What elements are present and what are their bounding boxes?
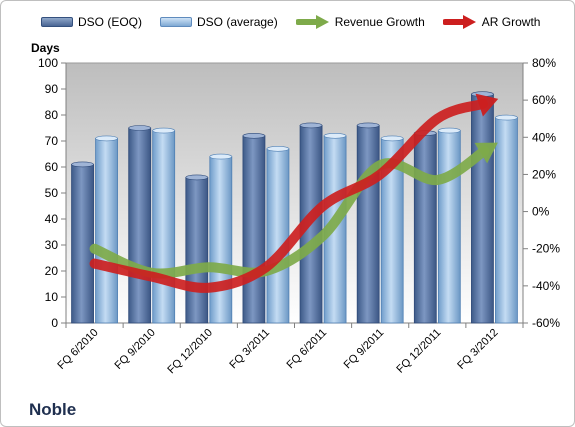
x-tick-label: FQ 12/2011	[394, 327, 443, 376]
bar-dso-average	[437, 130, 461, 324]
x-tick-label: FQ 9/2011	[342, 327, 387, 372]
y-tick-label: 20	[45, 264, 59, 278]
y-tick-label: 100	[38, 56, 58, 70]
x-tick-label: FQ 3/2011	[227, 327, 272, 372]
bar-dso-eoq	[185, 176, 209, 324]
bar-dso-eoq-top	[242, 133, 266, 139]
legend-item-revenue-growth: Revenue Growth	[295, 15, 425, 29]
bar-dso-average-top	[209, 153, 233, 160]
bar-dso-eoq-top	[299, 122, 323, 129]
x-tick-label: FQ 12/2010	[165, 327, 215, 377]
revenue-growth-line	[89, 146, 490, 279]
bar-dso-average-top	[152, 127, 175, 134]
x-tick-label: FQ 6/2010	[55, 327, 100, 372]
revenue-growth-arrowhead	[474, 142, 498, 164]
y2-tick-label: 40%	[532, 130, 556, 144]
legend-swatch-dso-eoq	[41, 17, 73, 27]
bar-dso-eoq-top	[356, 122, 380, 129]
bar-dso-average	[95, 137, 118, 324]
bar-dso-eoq	[413, 132, 437, 324]
ar-growth-line	[89, 98, 489, 293]
bar-dso-eoq-top	[71, 161, 94, 168]
y-tick-label: 30	[45, 238, 59, 252]
legend-swatch-dso-average	[160, 17, 193, 27]
bar-dso-average-top	[495, 114, 518, 121]
legend-arrow-ar-growth-icon	[442, 15, 476, 29]
y-tick-label: 90	[45, 82, 59, 96]
bar-dso-eoq	[128, 127, 152, 324]
ar-growth-arrowhead	[475, 93, 499, 117]
y-tick-label: 70	[45, 134, 59, 148]
y2-tick-label: 20%	[532, 167, 556, 181]
y-tick-label: 10	[45, 290, 59, 304]
bar-dso-eoq	[71, 163, 94, 324]
legend-item-ar-growth: AR Growth	[442, 15, 541, 29]
legend-item-dso-average: DSO (average)	[160, 15, 278, 29]
bar-dso-eoq	[242, 135, 266, 324]
bar-dso-average	[266, 148, 290, 324]
legend-item-dso-eoq: DSO (EOQ)	[41, 15, 142, 29]
bar-dso-eoq	[356, 125, 380, 324]
bar-dso-eoq-top	[128, 125, 151, 131]
legend-label-dso-average: DSO (average)	[197, 15, 278, 29]
y-axis-title: Days	[31, 41, 60, 55]
y2-tick-label: 60%	[532, 93, 556, 107]
y-tick-label: 60	[45, 160, 59, 174]
legend-arrow-revenue-growth-icon	[295, 15, 329, 29]
bar-dso-eoq	[471, 93, 494, 324]
legend-label-ar-growth: AR Growth	[481, 15, 541, 29]
x-tick-label: FQ 9/2010	[113, 327, 158, 372]
y2-tick-label: -60%	[532, 316, 560, 330]
y2-tick-label: 80%	[532, 56, 556, 70]
x-tick-label: FQ 3/2012	[455, 327, 500, 372]
y2-tick-label: -20%	[532, 242, 560, 256]
bar-dso-average	[495, 117, 518, 324]
legend-label-dso-eoq: DSO (EOQ)	[78, 15, 143, 29]
bar-dso-eoq-top	[185, 174, 209, 181]
x-tick-label: FQ 6/2011	[285, 327, 330, 372]
bar-dso-average-top	[438, 127, 461, 134]
bar-dso-average-top	[95, 135, 118, 142]
legend: DSO (EOQ) DSO (average) Revenue Growth A…	[41, 15, 558, 29]
bar-dso-average-top	[323, 133, 347, 139]
y2-tick-label: -40%	[532, 279, 560, 293]
bar-dso-average	[209, 156, 233, 324]
y-tick-label: 50	[45, 186, 59, 200]
y-tick-label: 80	[45, 108, 59, 122]
y-tick-label: 40	[45, 212, 59, 226]
y-tick-label: 0	[51, 316, 58, 330]
bar-dso-average-top	[380, 135, 404, 142]
bar-dso-average	[152, 130, 176, 324]
bar-dso-average-top	[266, 146, 290, 152]
y2-tick-label: 0%	[532, 205, 550, 219]
legend-label-revenue-growth: Revenue Growth	[334, 15, 425, 29]
company-name: Noble	[29, 400, 77, 419]
